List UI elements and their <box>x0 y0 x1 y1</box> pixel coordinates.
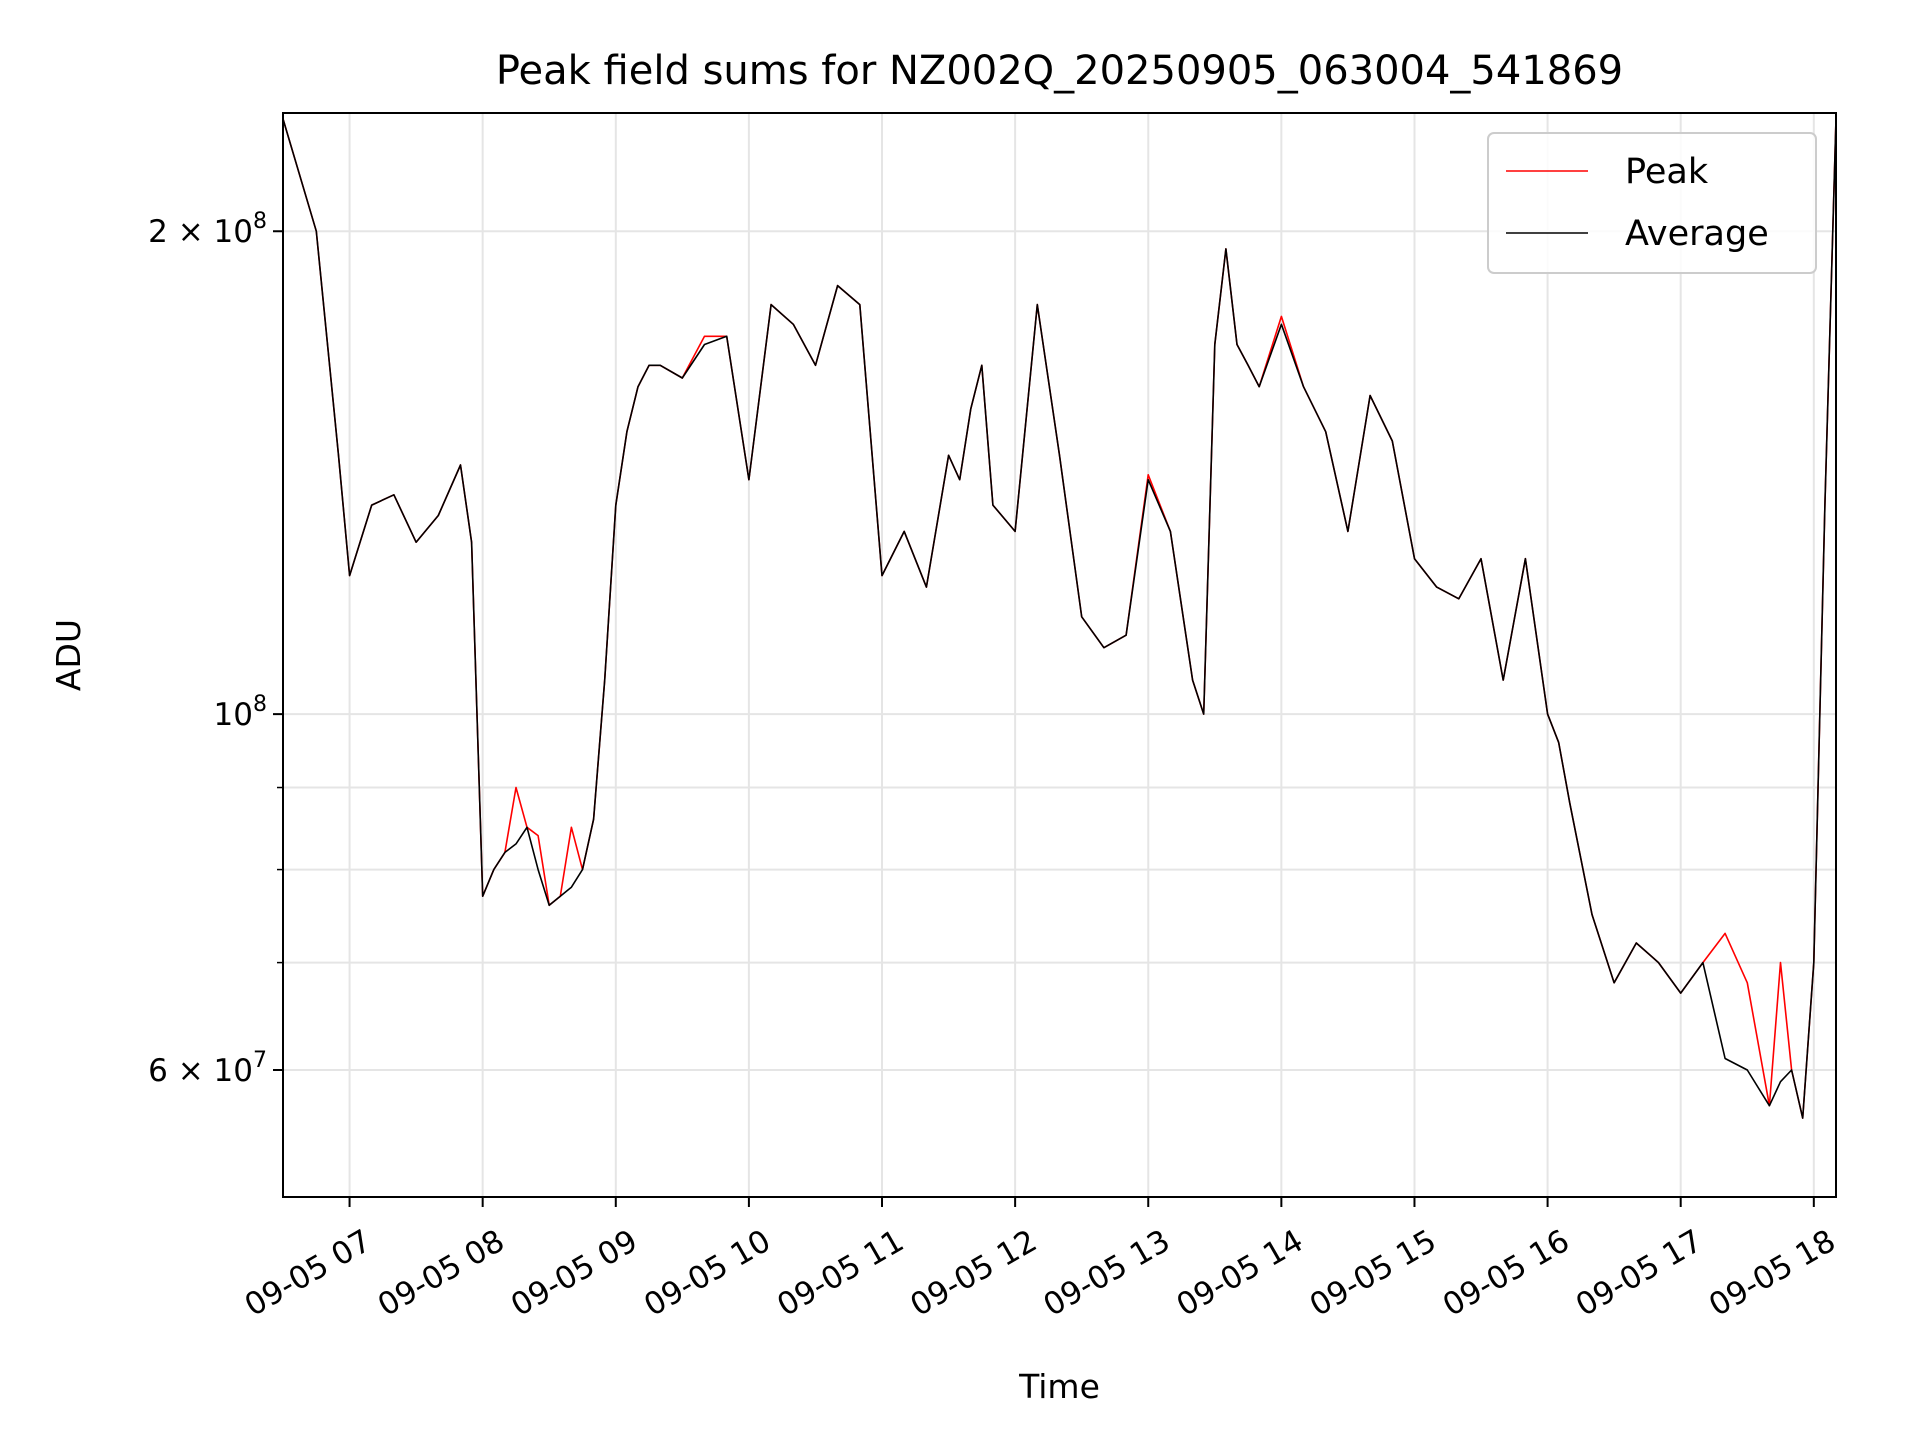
y-tick-exponent: 7 <box>253 1048 267 1073</box>
legend-label-average: Average <box>1625 214 1769 254</box>
y-axis-title: ADU <box>49 619 88 691</box>
y-tick-exponent: 8 <box>253 209 267 234</box>
series-line-average <box>282 118 1837 1119</box>
y-tick-exponent: 8 <box>253 692 267 717</box>
y-tick-label: 6 × 107 <box>148 1048 267 1089</box>
y-tick-label: 2 × 108 <box>148 209 267 250</box>
y-tick-times: × <box>168 1053 214 1089</box>
y-tick-base: 10 <box>214 1053 253 1089</box>
legend-label-peak: Peak <box>1625 152 1709 192</box>
legend: Peak Average <box>1487 132 1817 274</box>
x-axis-title: Time <box>1018 1367 1100 1406</box>
y-tick-times: × <box>168 214 214 250</box>
y-tick-label: 108 <box>214 692 267 733</box>
series-lines <box>282 118 1837 1119</box>
chart-title: Peak field sums for NZ002Q_20250905_0630… <box>496 48 1623 94</box>
plot-frame <box>282 112 1837 1198</box>
legend-box <box>1487 132 1817 274</box>
grid <box>283 113 1836 1197</box>
y-tick-mantissa: 6 <box>148 1053 168 1089</box>
y-tick-mantissa: 2 <box>148 214 168 250</box>
y-tick-base: 10 <box>214 214 253 250</box>
y-tick-base: 10 <box>214 697 253 733</box>
